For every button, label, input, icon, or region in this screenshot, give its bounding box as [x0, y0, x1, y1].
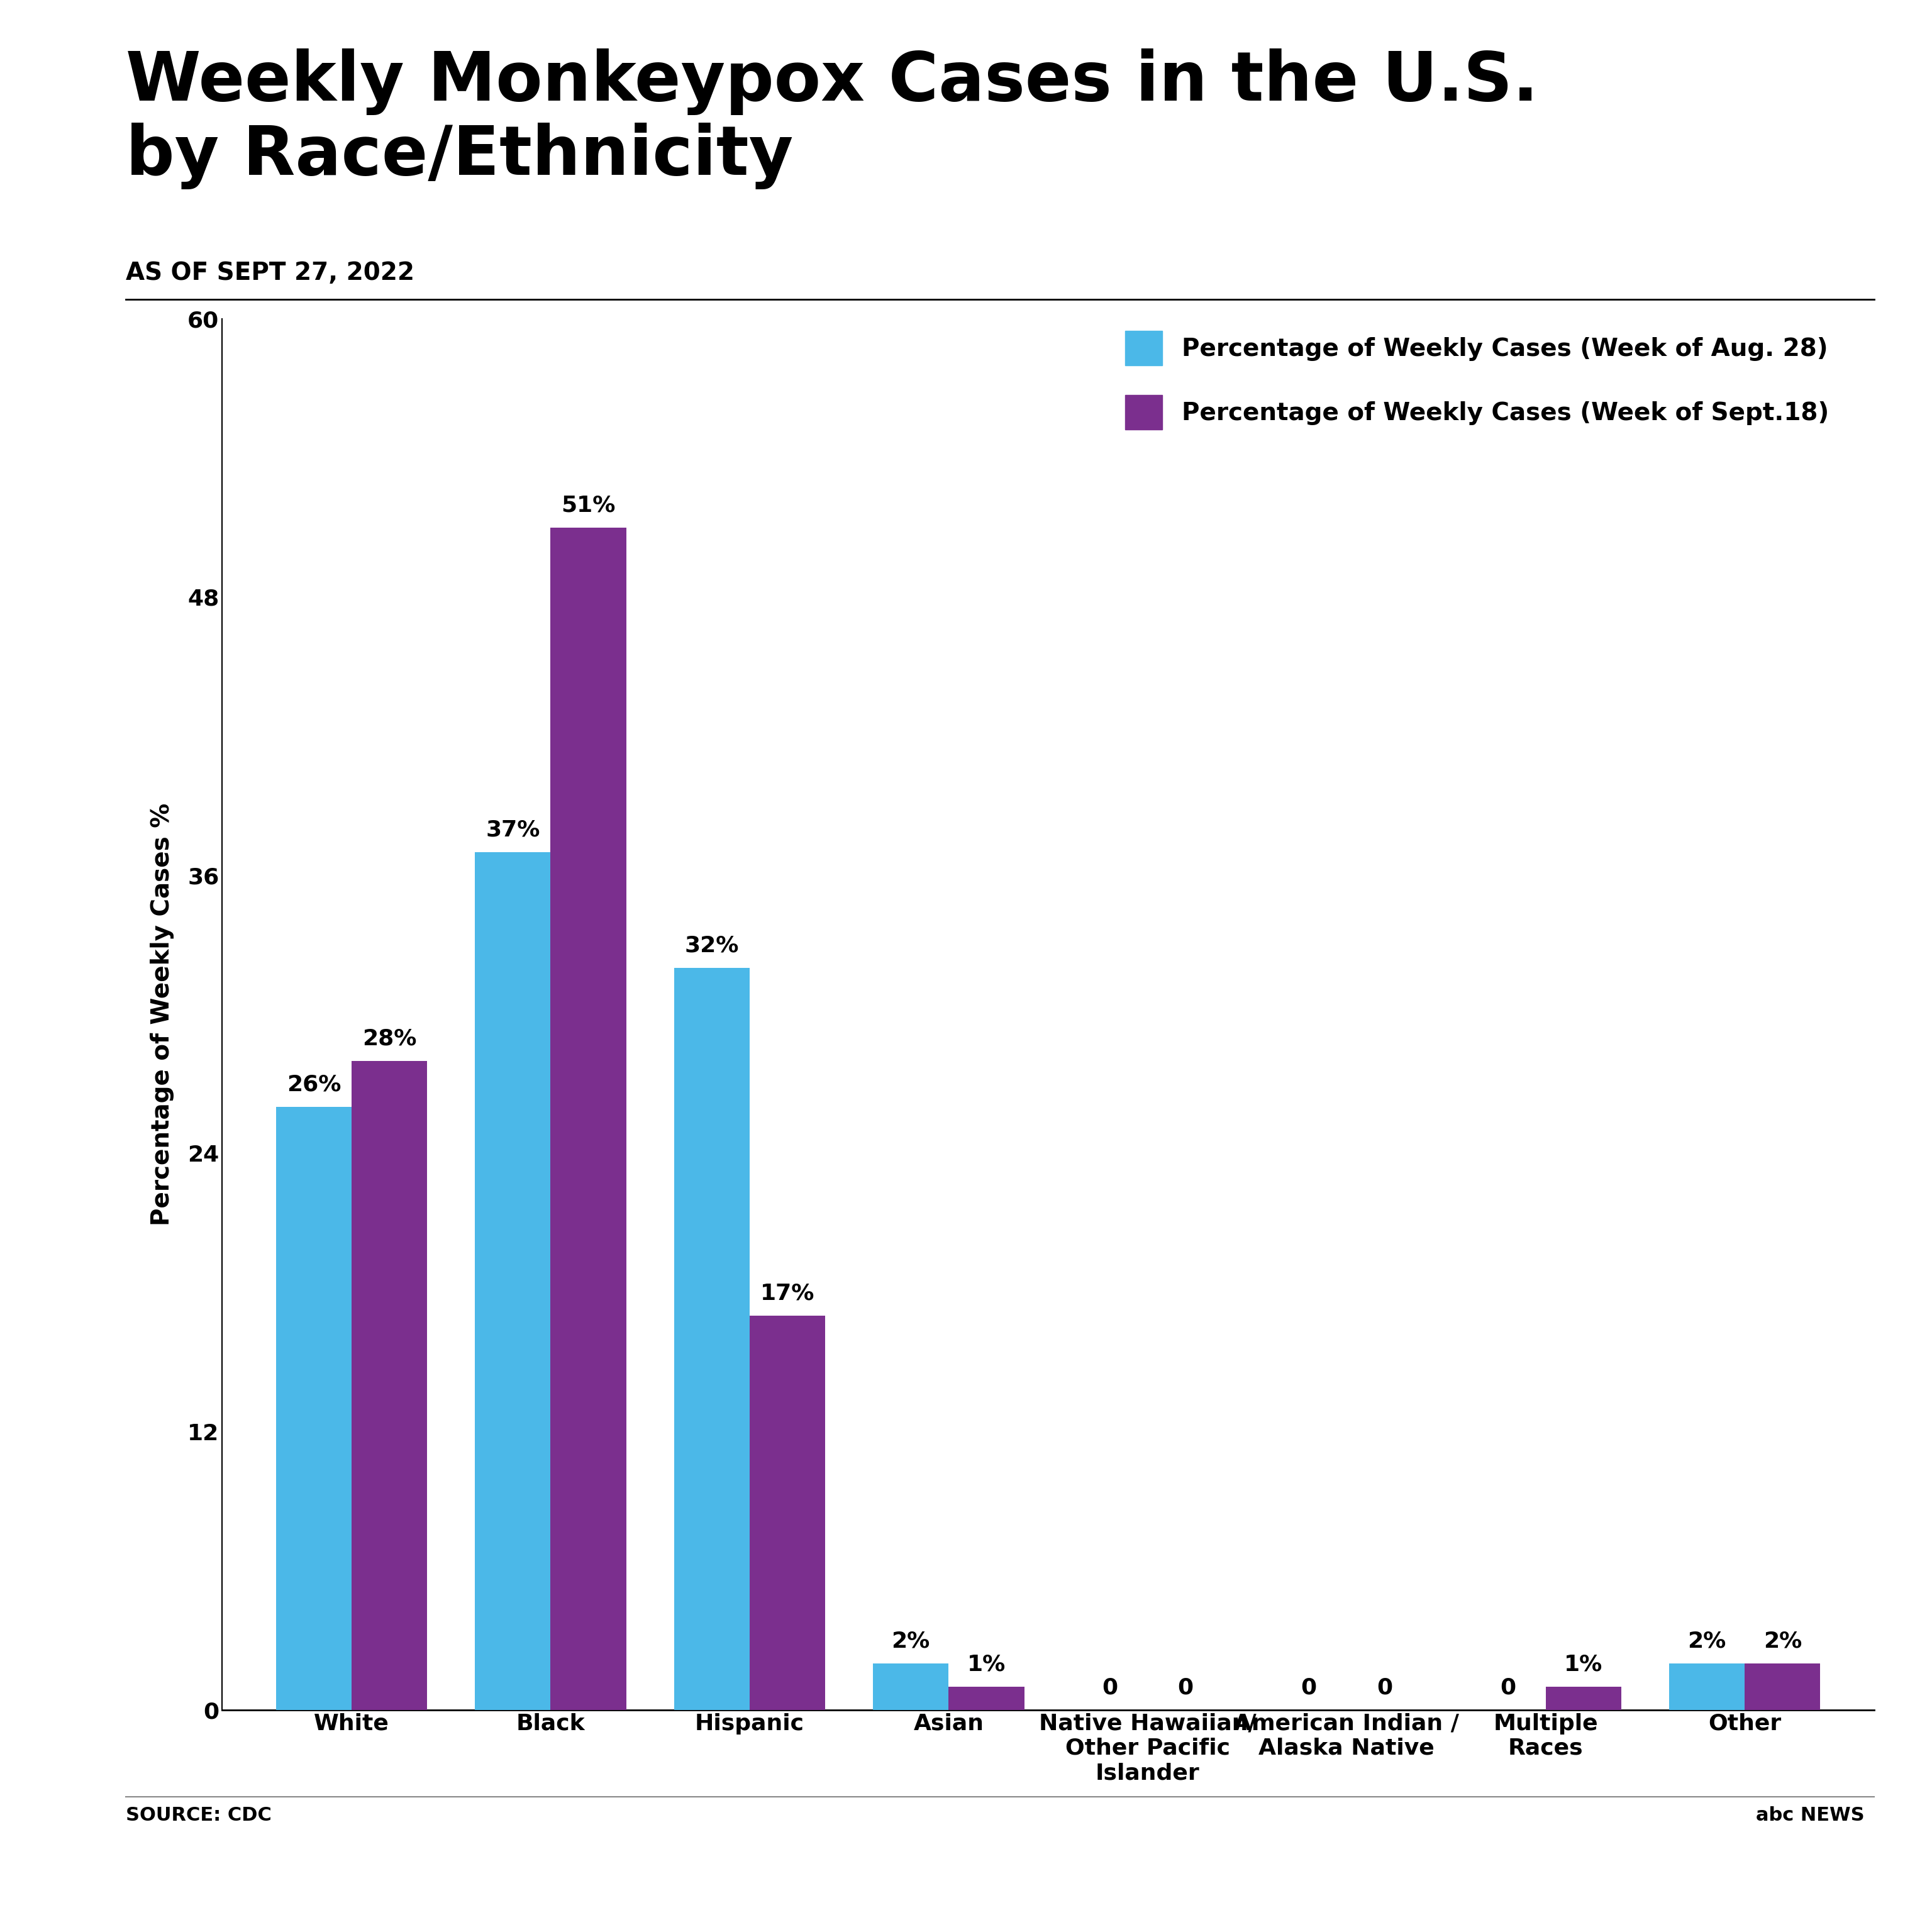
Bar [1745, 1663, 1820, 1710]
Bar [873, 1663, 949, 1710]
Text: 37%: 37% [485, 819, 539, 840]
Y-axis label: Percentage of Weekly Cases %: Percentage of Weekly Cases % [151, 804, 174, 1225]
Bar [949, 1687, 1024, 1710]
Text: 2%: 2% [1764, 1631, 1803, 1652]
Text: 17%: 17% [759, 1283, 815, 1304]
Text: 2%: 2% [891, 1631, 929, 1652]
Bar [750, 1316, 825, 1710]
Text: abc NEWS: abc NEWS [1756, 1806, 1864, 1824]
Bar [352, 1061, 427, 1710]
Text: SOURCE: CDC: SOURCE: CDC [126, 1806, 270, 1824]
Bar [1669, 1663, 1745, 1710]
Bar [674, 968, 750, 1710]
Text: 2%: 2% [1689, 1631, 1725, 1652]
Text: 1%: 1% [1565, 1654, 1604, 1675]
Text: 32%: 32% [684, 935, 738, 956]
Text: 0: 0 [1300, 1677, 1318, 1698]
Text: Weekly Monkeypox Cases in the U.S.
by Race/Ethnicity: Weekly Monkeypox Cases in the U.S. by Ra… [126, 48, 1538, 189]
Text: 0: 0 [1101, 1677, 1119, 1698]
Text: 0: 0 [1378, 1677, 1393, 1698]
Text: 28%: 28% [361, 1028, 417, 1049]
Bar [276, 1107, 352, 1710]
Text: 1%: 1% [968, 1654, 1007, 1675]
Text: 0: 0 [1177, 1677, 1194, 1698]
Text: 0: 0 [1499, 1677, 1517, 1698]
Bar [1546, 1687, 1621, 1710]
Text: 26%: 26% [286, 1074, 340, 1095]
Bar [475, 852, 551, 1710]
Text: 51%: 51% [560, 495, 616, 516]
Bar [551, 527, 626, 1710]
Text: AS OF SEPT 27, 2022: AS OF SEPT 27, 2022 [126, 261, 413, 284]
Legend: Percentage of Weekly Cases (Week of Aug. 28), Percentage of Weekly Cases (Week o: Percentage of Weekly Cases (Week of Aug.… [1124, 330, 1830, 429]
